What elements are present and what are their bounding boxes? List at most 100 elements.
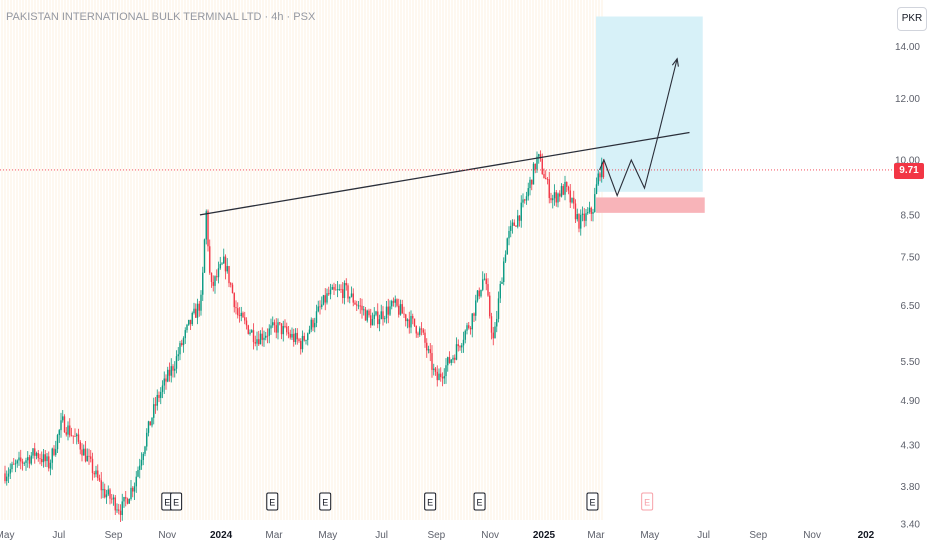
candle-body [496, 318, 498, 327]
candle-body [541, 158, 543, 175]
candle-body [209, 246, 211, 273]
candle-body [279, 322, 281, 324]
trend-line [199, 131, 690, 216]
candle-body [244, 317, 246, 321]
candle-body [79, 441, 81, 450]
candle-body [11, 463, 13, 470]
candle-body [266, 335, 269, 337]
candle-body [212, 281, 214, 286]
candle-body [326, 293, 328, 303]
candle-body [7, 473, 10, 477]
y-tick-label: 10.00 [895, 156, 920, 167]
candle-body [193, 308, 195, 313]
earnings-marker[interactable]: E [266, 492, 279, 511]
candle-body [77, 434, 80, 442]
candle-body [531, 179, 533, 185]
candle-body [366, 310, 368, 321]
projection-arrowhead [671, 57, 679, 67]
candle-body [142, 453, 144, 461]
y-tick-label: 3.80 [901, 482, 921, 493]
candle-body [559, 193, 561, 197]
candle-body [550, 198, 552, 201]
candle-body [546, 179, 549, 180]
candle-body [67, 425, 69, 435]
candle-body [578, 214, 580, 229]
time-axis[interactable]: May Jul Sep Nov 2024 Mar May Jul Sep Nov 2025 Mar Ma… [0, 530, 875, 541]
candle-body [55, 449, 57, 455]
earnings-marker[interactable]: E [319, 492, 332, 511]
candle-body [161, 385, 164, 392]
candle-body [245, 320, 248, 326]
candle-body [95, 470, 97, 475]
candle-body [405, 314, 407, 322]
candle-body [601, 162, 603, 178]
y-tick-label: 4.30 [901, 440, 921, 451]
candle-body [343, 283, 346, 299]
currency-button[interactable]: PKR [897, 7, 927, 31]
candle-body [30, 455, 32, 464]
x-tick-label: May [640, 530, 659, 541]
candle-body [252, 330, 255, 343]
x-tick-label: 202 [858, 530, 875, 541]
earnings-markers[interactable]: EEEEEEEEE [0, 492, 654, 511]
earnings-marker-label: E [477, 498, 483, 508]
candle-body [167, 369, 169, 382]
earnings-marker[interactable]: E [424, 492, 437, 511]
candle-body [286, 326, 288, 333]
earnings-marker[interactable]: E [586, 492, 599, 511]
candle-body [543, 174, 545, 178]
candle-body [182, 338, 185, 346]
candle-body [146, 432, 148, 447]
candle-body [363, 309, 365, 311]
candle-body [501, 282, 503, 284]
upcoming-earnings-marker[interactable]: E [641, 492, 654, 511]
candle-body [263, 337, 265, 340]
candle-body [431, 353, 433, 370]
candle-body [573, 197, 575, 204]
candle-body [275, 325, 277, 333]
x-tick-label: 2025 [533, 530, 556, 541]
candle-body [154, 404, 157, 406]
candle-body [506, 238, 508, 255]
candle-body [583, 213, 585, 221]
earnings-marker[interactable]: E [473, 492, 486, 511]
candle-body [233, 293, 235, 308]
candle-body [317, 306, 319, 312]
drawing-overlays[interactable] [0, 57, 894, 216]
candle-body [273, 322, 276, 326]
candle-body [86, 455, 88, 462]
candle-body [256, 339, 258, 344]
price-axis[interactable]: 14.00 12.00 10.00 8.50 7.50 6.50 5.50 4.90 4.30 3… [895, 42, 920, 531]
earnings-marker[interactable]: E [170, 492, 183, 511]
candle-body [230, 283, 232, 285]
candle-body [539, 154, 542, 159]
candle-body [300, 340, 302, 350]
candle-body [447, 357, 449, 366]
candle-body [158, 394, 160, 398]
candle-body [347, 285, 349, 299]
candle-body [466, 325, 468, 331]
candle-body [48, 456, 50, 469]
candle-body [391, 301, 393, 307]
candle-body [417, 333, 419, 335]
earnings-marker-box [319, 492, 332, 511]
candle-body [174, 368, 176, 371]
candle-body [522, 199, 524, 203]
candle-body [191, 312, 193, 325]
candle-body [482, 279, 484, 290]
candle-body [504, 254, 507, 262]
candle-body [126, 498, 129, 504]
candle-body [14, 463, 17, 465]
candle-body [511, 222, 514, 226]
candle-body [368, 310, 370, 316]
candle-body [160, 391, 162, 398]
candle-body [576, 214, 578, 220]
candle-body [121, 501, 123, 515]
candle-body [280, 323, 283, 335]
candle-body [119, 510, 122, 515]
candle-body [461, 345, 463, 348]
candle-body [443, 376, 445, 379]
position-zones [596, 16, 705, 213]
candle-body [114, 497, 116, 511]
